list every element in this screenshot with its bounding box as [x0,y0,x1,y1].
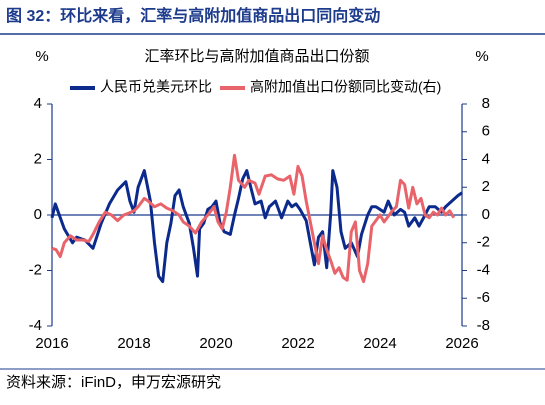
y2-tick-label: 6 [482,123,490,140]
y-tick-label: -4 [29,317,42,334]
legend-label: 高附加值出口份额同比变动(右) [250,79,441,95]
x-tick-label: 2020 [199,335,232,352]
x-tick-label: 2022 [281,335,314,352]
y-tick-label: 4 [34,95,42,112]
series-line [51,153,456,284]
y2-tick-label: 8 [482,95,490,112]
y2-tick-label: 2 [482,178,490,195]
x-tick-label: 2024 [363,335,396,352]
series-line [50,169,463,284]
y2-axis-label: % [475,48,488,65]
y2-tick-label: -6 [477,289,490,306]
x-tick-label: 2016 [35,335,68,352]
legend-label: 人民币兑美元环比 [100,79,212,95]
y-tick-label: -2 [29,261,42,278]
y2-tick-label: 4 [482,150,490,167]
y2-tick-label: -2 [477,234,490,251]
y2-tick-label: 0 [482,206,490,223]
chart-title: 汇率环比与高附加值商品出口份额 [144,48,369,65]
x-tick-label: 2018 [117,335,150,352]
y-tick-label: 0 [34,206,42,223]
page-title: 图 32：环比来看，汇率与高附加值商品出口同向变动 [6,6,380,25]
y2-tick-label: -4 [477,261,490,278]
y-tick-label: 2 [34,150,42,167]
y-axis-label: % [35,48,48,65]
source-note: 资料来源：iFinD，申万宏源研究 [6,374,221,391]
x-tick-label: 2026 [445,335,478,352]
y2-tick-label: -8 [477,317,490,334]
